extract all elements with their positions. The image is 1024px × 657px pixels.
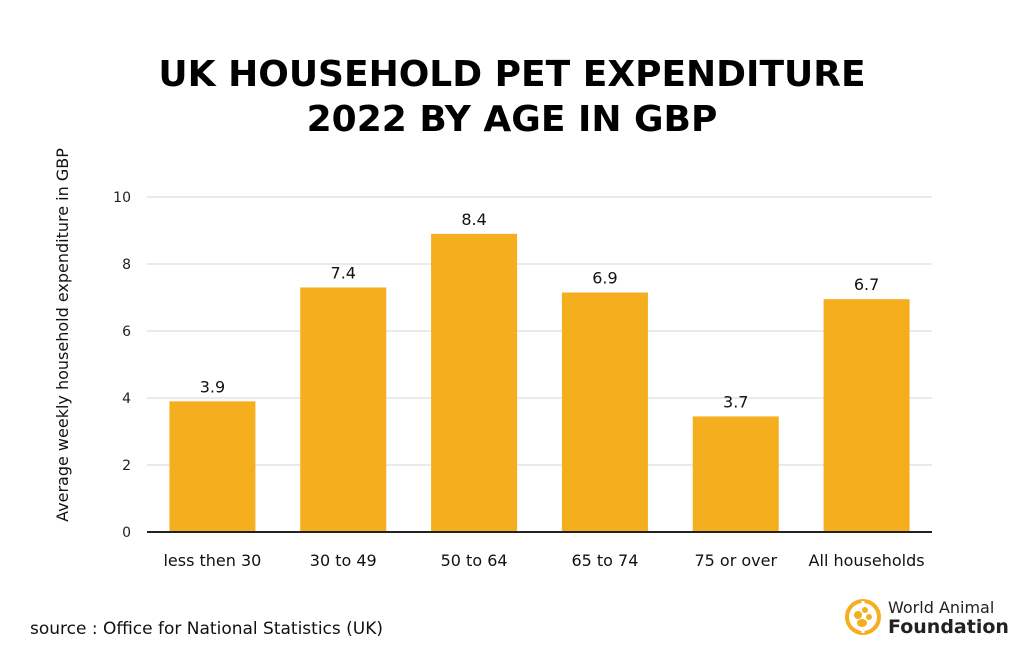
- x-tick-label: less then 30: [163, 551, 261, 570]
- bar: [431, 233, 518, 532]
- bar: [300, 287, 387, 532]
- logo-line2: Foundation: [888, 616, 1009, 638]
- chart-title: UK HOUSEHOLD PET EXPENDITURE 2022 BY AGE…: [0, 52, 1024, 142]
- y-tick-label: 10: [113, 190, 131, 206]
- x-tick-label: All households: [809, 551, 925, 570]
- y-tick-label: 2: [122, 458, 131, 474]
- paw-circle-icon: [845, 599, 881, 635]
- source-note: source : Office for National Statistics …: [30, 619, 384, 639]
- bars: [169, 233, 910, 532]
- x-tick-label: 50 to 64: [441, 551, 508, 570]
- data-label: 3.9: [200, 377, 225, 396]
- y-axis-label: Average weekly household expenditure in …: [53, 148, 72, 522]
- gridlines: [147, 196, 932, 466]
- y-tick-label: 8: [122, 257, 131, 273]
- bar: [692, 416, 779, 532]
- data-label: 8.4: [461, 210, 486, 229]
- bar: [561, 292, 648, 532]
- y-tick-label: 6: [122, 324, 131, 340]
- y-tick-label: 0: [122, 525, 131, 541]
- bar: [169, 401, 256, 532]
- data-label: 7.4: [331, 263, 356, 282]
- data-label: 6.9: [592, 268, 617, 287]
- bar: [823, 299, 910, 532]
- y-tick-labels: 0 2 4 6 8 10: [113, 190, 131, 541]
- y-tick-label: 4: [122, 391, 131, 407]
- logo: World Animal Foundation: [844, 594, 1014, 644]
- x-tick-label: 75 or over: [694, 551, 777, 570]
- x-tick-labels: less then 30 30 to 49 50 to 64 65 to 74 75 o…: [163, 551, 924, 570]
- x-tick-label: 30 to 49: [310, 551, 377, 570]
- data-label: 3.7: [723, 392, 748, 411]
- data-label: 6.7: [854, 275, 879, 294]
- x-tick-label: 65 to 74: [571, 551, 638, 570]
- logo-line1: World Animal: [888, 598, 995, 617]
- chart-title-line2: 2022 BY AGE IN GBP: [306, 99, 718, 140]
- data-labels: 3.9 7.4 8.4 6.9 3.7 6.7: [200, 210, 880, 412]
- chart-title-line1: UK HOUSEHOLD PET EXPENDITURE: [158, 54, 866, 95]
